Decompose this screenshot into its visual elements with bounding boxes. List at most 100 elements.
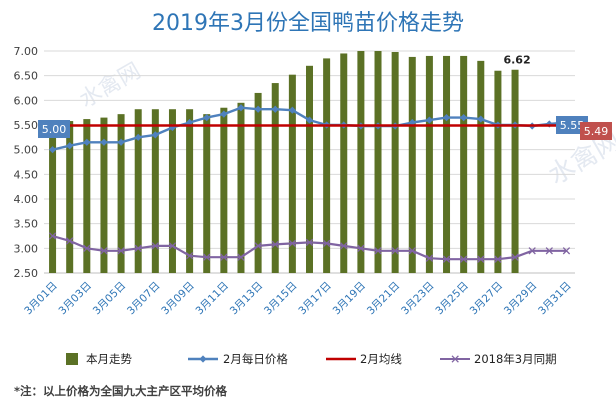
x-tick-label: 3月01日: [22, 280, 60, 318]
last-year-point: [460, 255, 468, 263]
x-tick-label: 3月21日: [365, 280, 403, 318]
last-year-point: [528, 247, 536, 255]
legend-bar-label: 本月走势: [86, 352, 132, 366]
bar: [425, 55, 433, 273]
bar: [374, 51, 382, 273]
last-year-point: [442, 255, 451, 263]
last-year-point: [237, 253, 245, 261]
bar: [220, 107, 228, 273]
y-tick-label: 3.50: [14, 218, 39, 231]
x-tick-label: 3月11日: [194, 280, 232, 318]
x-tick-label: 3月29日: [502, 280, 540, 318]
last-year-point: [477, 255, 485, 263]
y-tick-label: 3.00: [14, 242, 39, 255]
last-year-point: [83, 244, 91, 252]
legend: 本月走势 2月每日价格 2月均线 2018年3月同期: [66, 352, 557, 366]
last-year-point: [271, 240, 279, 249]
bar: [477, 60, 485, 273]
x-tick-label: 3月17日: [296, 280, 334, 318]
last-year-point: [203, 253, 211, 261]
watermark-text-1: 水禽网: [76, 59, 146, 114]
last-year-point: [374, 247, 382, 255]
data-labels: 6.62 5.00 5.55 5.49: [38, 54, 612, 140]
bar: [49, 122, 57, 274]
feb-daily-point: [66, 142, 74, 150]
feb-daily-point: [100, 138, 108, 146]
last-year-point: [545, 247, 553, 255]
x-tick-label: 3月05日: [91, 280, 129, 318]
y-tick-label: 6.50: [14, 70, 39, 83]
bar: [237, 102, 245, 273]
feb-daily-point: [254, 105, 262, 113]
x-tick-label: 3月07日: [125, 280, 163, 318]
footnote: *注：以上价格为全国九大主产区平均价格: [14, 384, 228, 398]
legend-feb-label: 2月每日价格: [223, 352, 288, 366]
bar: [511, 69, 519, 273]
bar: [443, 55, 451, 273]
bar: [151, 109, 159, 273]
x-tick-label: 3月23日: [399, 280, 437, 318]
y-tick-label: 5.50: [14, 119, 39, 132]
last-year-point: [117, 247, 125, 255]
last-year-point: [168, 242, 177, 250]
last-year-point: [391, 247, 399, 255]
x-tick-label: 3月31日: [536, 280, 574, 318]
last-year-point: [66, 237, 74, 245]
x-axis: 3月01日3月03日3月05日3月07日3月09日3月11日3月13日3月15日…: [22, 280, 573, 318]
bar: [288, 74, 296, 274]
feb-daily-point: [134, 133, 142, 141]
bar: [100, 117, 108, 273]
y-tick-label: 6.00: [14, 94, 39, 107]
y-tick-label: 4.50: [14, 168, 39, 181]
last-year-point: [254, 242, 262, 250]
chart-title: 2019年3月份全国鸭苗价格走势: [152, 11, 464, 36]
last-year-point: [511, 253, 519, 261]
feb-daily-point: [477, 115, 485, 123]
y-tick-label: 7.00: [14, 45, 39, 58]
x-tick-label: 3月15日: [262, 280, 300, 318]
avg-callout-box: [580, 122, 612, 140]
legend-avg-label: 2月均线: [360, 352, 402, 366]
x-tick-label: 3月09日: [159, 280, 197, 318]
bar: [391, 51, 399, 274]
bar: [66, 121, 74, 273]
feb-first-callout-text: 5.00: [42, 123, 67, 136]
feb-daily-point: [305, 116, 314, 124]
bar: [306, 65, 313, 273]
feb-daily-point: [237, 104, 245, 112]
y-tick-label: 5.00: [14, 144, 39, 157]
legend-feb-marker: [199, 355, 207, 363]
bar: [408, 56, 416, 273]
y-axis: 2.50 3.00 3.50 4.00 4.50 5.00 5.50 6.00 6.50 7.00: [14, 45, 39, 280]
feb-daily-point: [460, 114, 468, 122]
bar: [186, 109, 194, 273]
x-tick-label: 3月25日: [433, 280, 471, 318]
bar: [340, 53, 348, 273]
avg-callout-text: 5.49: [584, 125, 609, 138]
y-tick-label: 2.50: [14, 267, 39, 280]
last-year-point: [220, 253, 228, 261]
last-year-point: [288, 239, 297, 248]
last-year-point: [305, 238, 314, 247]
last-year-point: [100, 247, 108, 255]
x-tick-label: 3月03日: [57, 280, 95, 318]
legend-bar-swatch: [66, 353, 78, 365]
bar: [134, 109, 142, 273]
feb-daily-point: [48, 146, 57, 154]
last-year-point: [134, 244, 142, 252]
feb-daily-point: [220, 110, 228, 118]
last-year-point: [185, 252, 194, 260]
feb-daily-point: [288, 106, 296, 114]
feb-daily-point: [83, 138, 91, 146]
bar-series: [49, 51, 519, 274]
bar: [494, 70, 502, 273]
bar: [271, 83, 279, 273]
feb-daily-point: [271, 105, 279, 113]
feb-daily-point: [442, 114, 451, 122]
feb-daily-point: [151, 131, 159, 139]
bar: [83, 119, 91, 273]
bar: [168, 109, 176, 273]
last-year-point: [562, 247, 571, 255]
x-tick-label: 3月19日: [331, 280, 369, 318]
